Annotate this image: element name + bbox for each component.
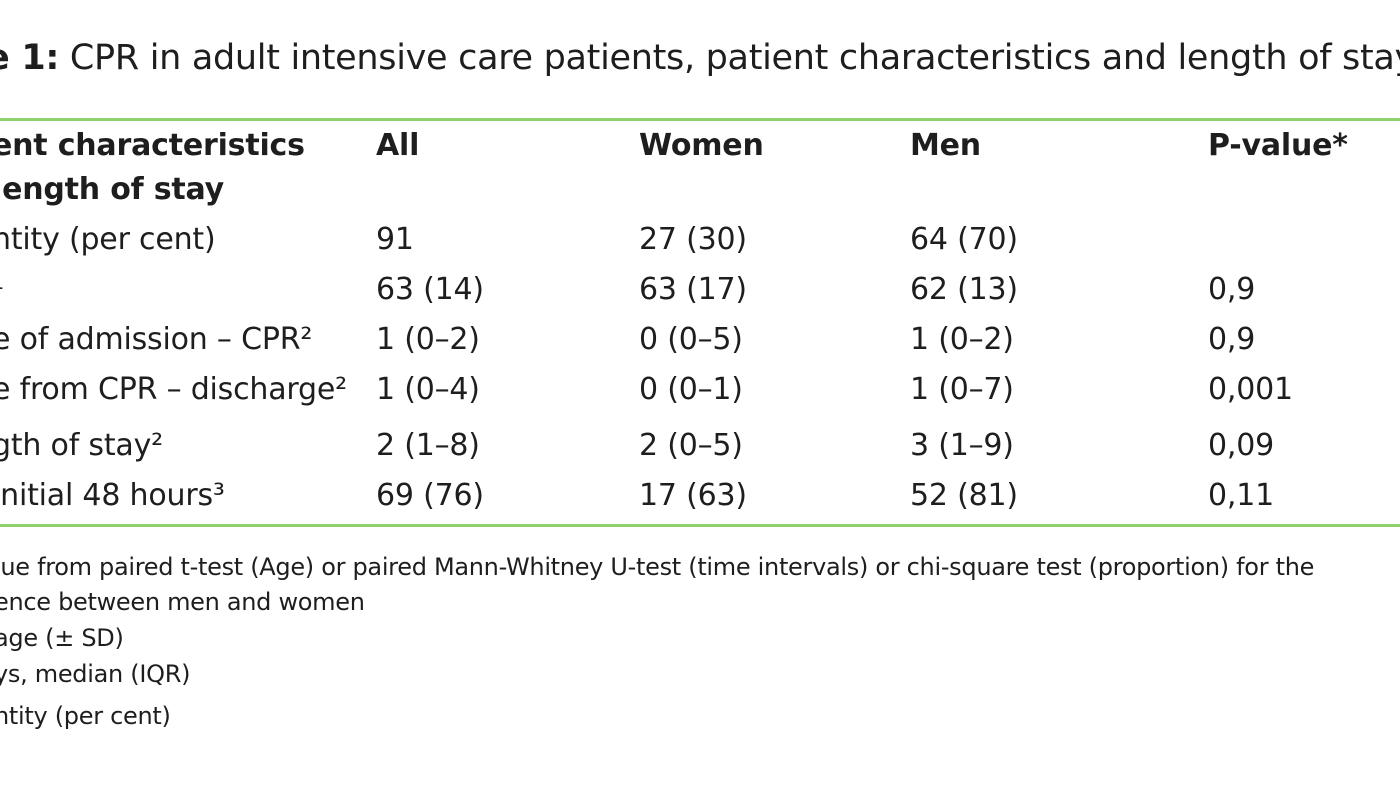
- cell-all: 1 (0–2): [376, 322, 480, 357]
- cell-pvalue: 0,9: [1208, 272, 1256, 307]
- row-label: e from CPR – discharge²: [0, 372, 347, 407]
- table-caption-text: CPR in adult intensive care patients, pa…: [59, 38, 1400, 78]
- row-label: gth of stay²: [0, 428, 163, 463]
- cell-all: 63 (14): [376, 272, 484, 307]
- row-label: ntity (per cent): [0, 222, 216, 257]
- header-label-line2: length of stay: [0, 172, 224, 207]
- footnote: ence between men and women: [0, 588, 365, 616]
- cell-pvalue: 0,09: [1208, 428, 1274, 463]
- cell-men: 3 (1–9): [910, 428, 1014, 463]
- header-all: All: [376, 128, 420, 163]
- header-women: Women: [639, 128, 764, 163]
- cell-men: 52 (81): [910, 478, 1018, 513]
- cell-all: 1 (0–4): [376, 372, 480, 407]
- row-label: initial 48 hours³: [0, 478, 225, 513]
- cell-pvalue: 0,9: [1208, 322, 1256, 357]
- header-pvalue: P-value*: [1208, 128, 1348, 163]
- cell-women: 0 (0–1): [639, 372, 743, 407]
- header-men: Men: [910, 128, 981, 163]
- table-caption-number: e 1:: [0, 38, 60, 78]
- cell-women: 17 (63): [639, 478, 747, 513]
- cell-women: 0 (0–5): [639, 322, 743, 357]
- table-bottom-rule: [0, 524, 1400, 527]
- row-label: e of admission – CPR²: [0, 322, 313, 357]
- row-label: ¹: [0, 272, 4, 307]
- cell-women: 63 (17): [639, 272, 747, 307]
- table-top-rule: [0, 118, 1400, 121]
- cell-pvalue: 0,001: [1208, 372, 1293, 407]
- header-label-line1: ent characteristics: [0, 128, 305, 163]
- cell-men: 64 (70): [910, 222, 1018, 257]
- cell-women: 2 (0–5): [639, 428, 743, 463]
- cell-men: 1 (0–2): [910, 322, 1014, 357]
- footnote: lue from paired t-test (Age) or paired M…: [0, 553, 1315, 581]
- footnote: ys, median (IQR): [0, 660, 191, 688]
- cell-all: 91: [376, 222, 414, 257]
- footnote: age (± SD): [0, 624, 124, 652]
- cell-pvalue: 0,11: [1208, 478, 1274, 513]
- cell-all: 2 (1–8): [376, 428, 480, 463]
- cell-men: 62 (13): [910, 272, 1018, 307]
- cell-all: 69 (76): [376, 478, 484, 513]
- cell-men: 1 (0–7): [910, 372, 1014, 407]
- cell-women: 27 (30): [639, 222, 747, 257]
- table-caption: e 1: CPR in adult intensive care patient…: [0, 38, 1400, 78]
- footnote: ntity (per cent): [0, 702, 171, 730]
